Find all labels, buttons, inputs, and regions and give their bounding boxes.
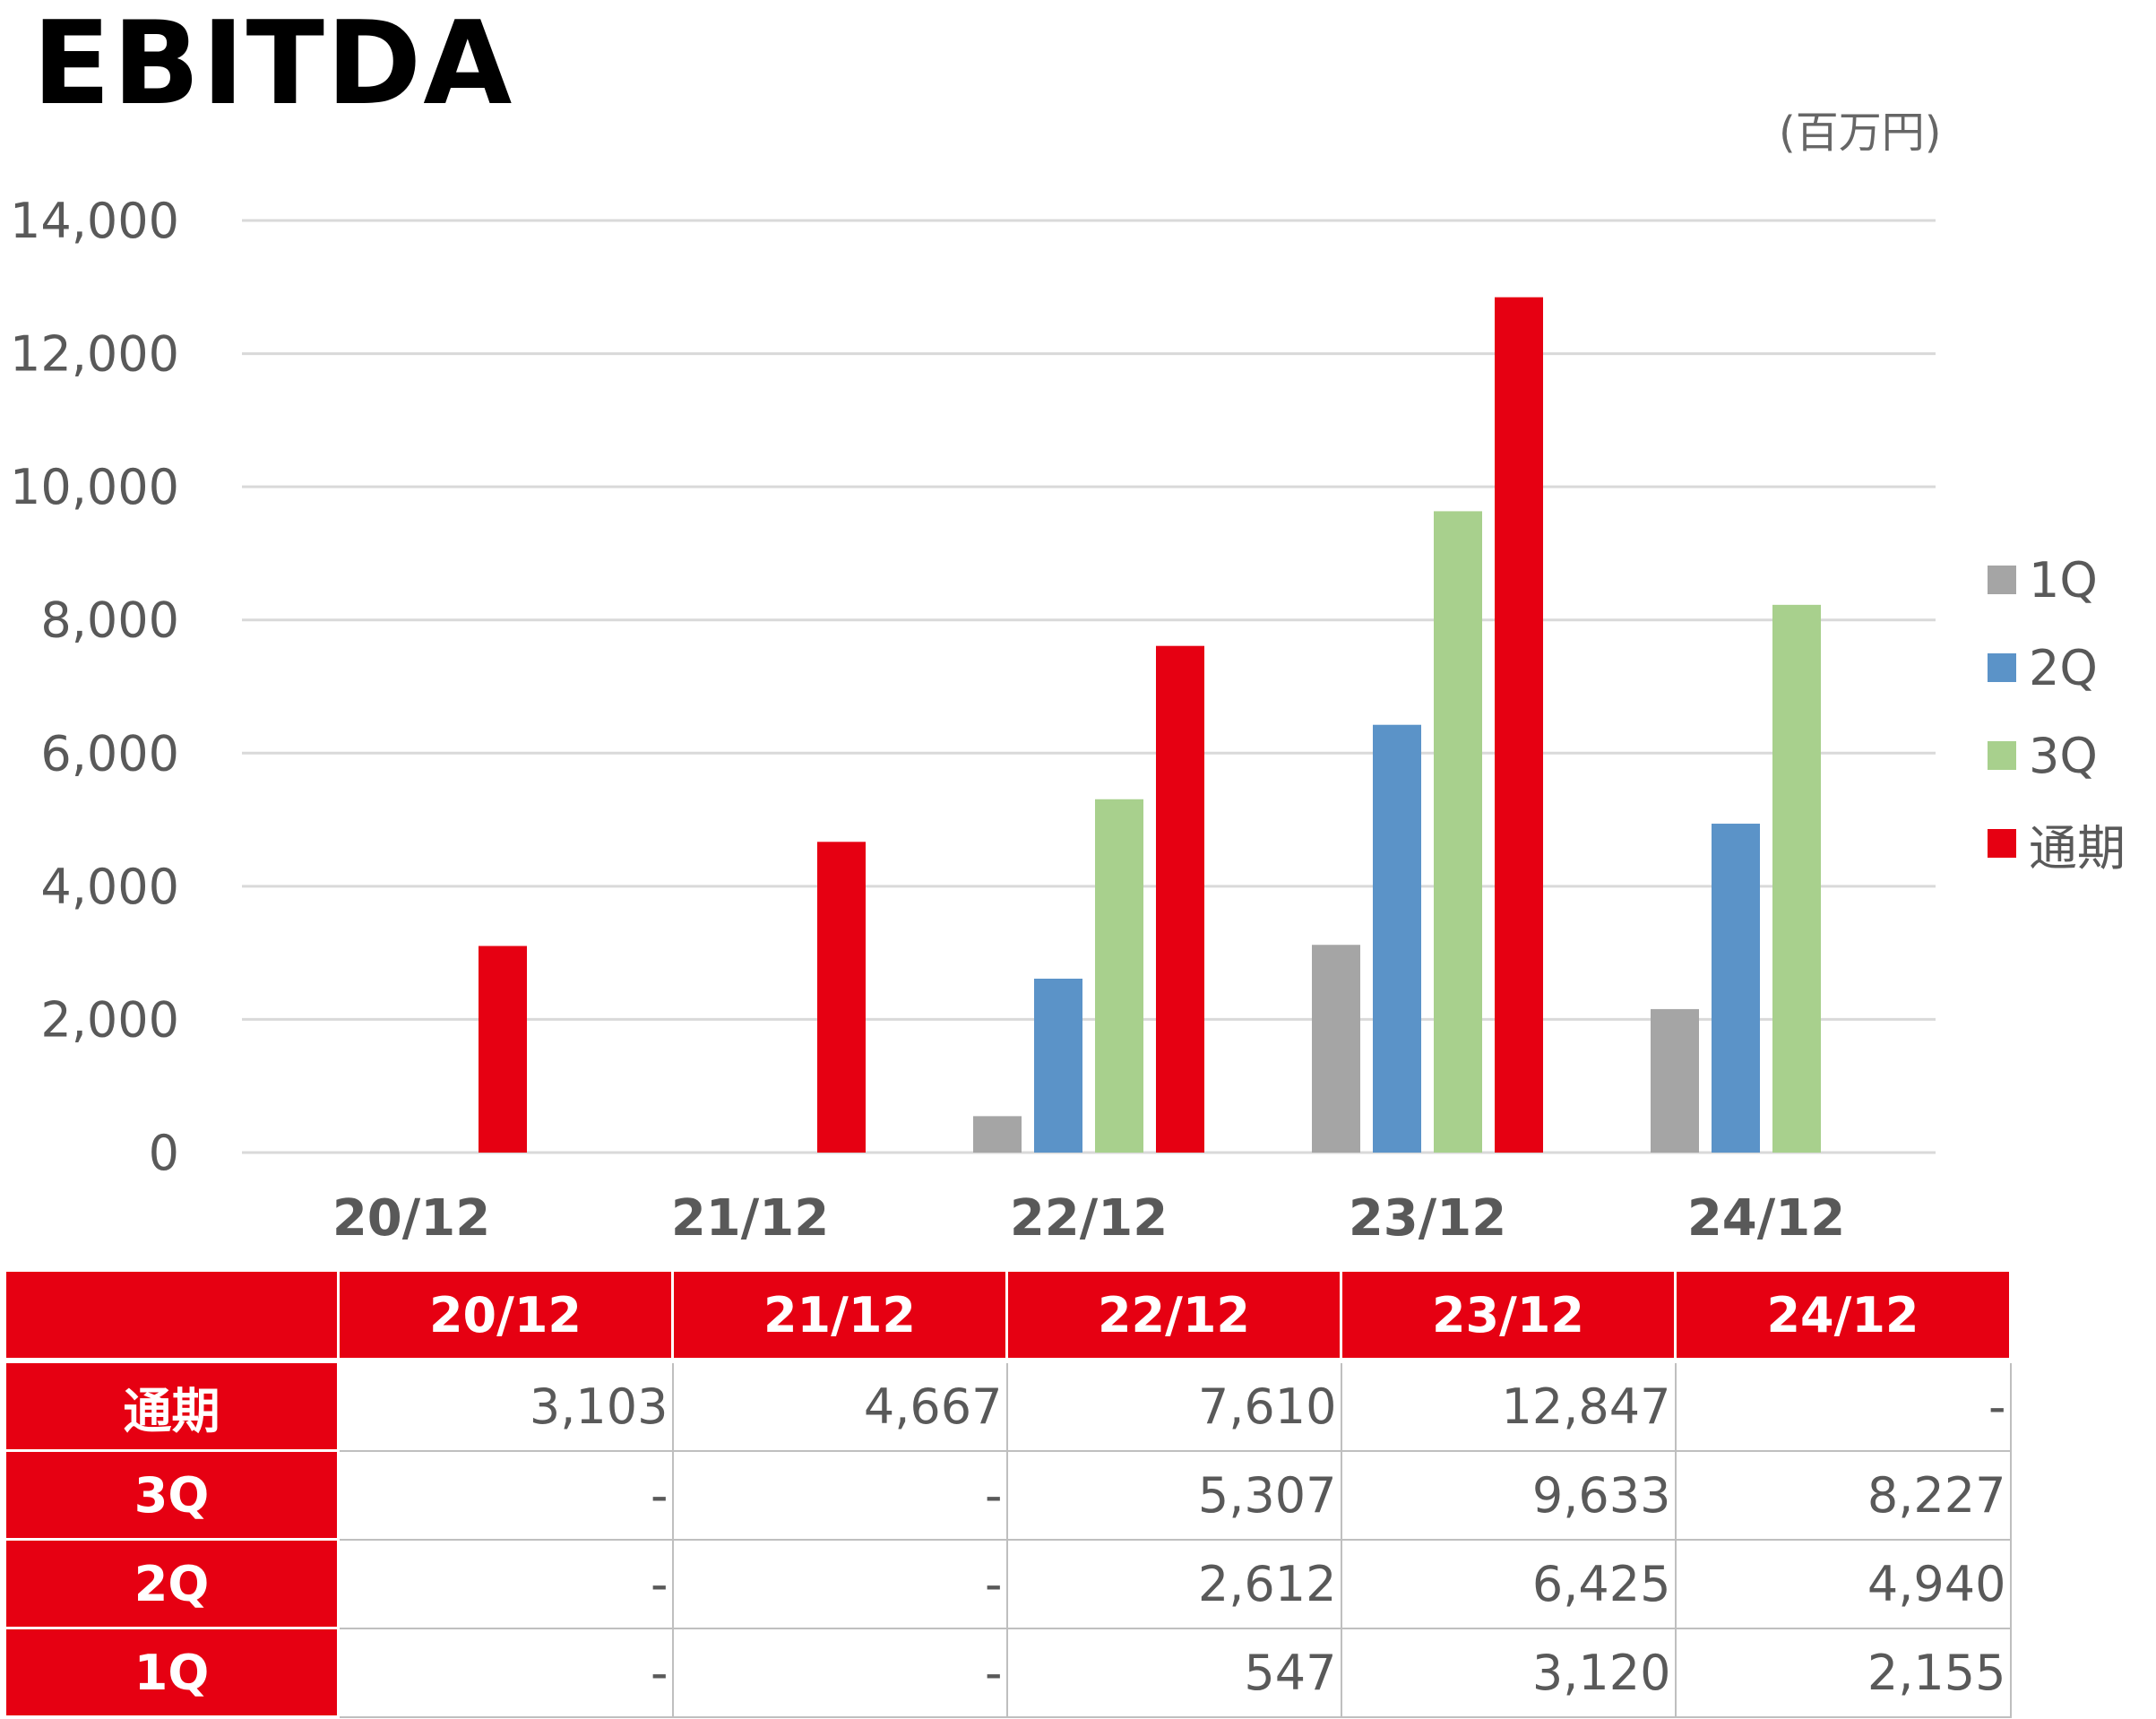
data-table: 20/12 21/12 22/12 23/12 24/12 通期 3,103 4… xyxy=(4,1269,2012,1718)
table-row-label: 1Q xyxy=(4,1627,340,1718)
table-cell: 5,307 xyxy=(1005,1449,1342,1541)
table-row: 3Q - - 5,307 9,633 8,227 xyxy=(4,1449,2012,1541)
x-tick-label: 21/12 xyxy=(671,1189,829,1248)
bar-1q xyxy=(1651,1008,1699,1153)
legend-label-2q: 2Q xyxy=(2029,639,2098,696)
table-cell: 4,940 xyxy=(1674,1538,2012,1629)
legend-item-full-year: 通期 xyxy=(1988,799,2126,887)
legend-swatch-1q xyxy=(1988,566,2016,594)
table-corner-cell xyxy=(4,1269,340,1363)
table-row-label: 通期 xyxy=(4,1359,340,1452)
table-cell: - xyxy=(337,1627,674,1718)
bar-1q xyxy=(1312,945,1360,1153)
table-row-label: 3Q xyxy=(4,1449,340,1541)
table-header-cell: 23/12 xyxy=(1340,1269,1677,1363)
table-row-label: 2Q xyxy=(4,1538,340,1629)
bar-full-year xyxy=(1495,297,1543,1153)
chart-title: EBITDA xyxy=(32,0,514,131)
table-cell: 3,103 xyxy=(337,1360,674,1452)
legend-label-1q: 1Q xyxy=(2029,551,2098,609)
legend-item-1q: 1Q xyxy=(1988,536,2126,624)
bar-3q xyxy=(1095,799,1143,1153)
bar-3q xyxy=(1772,604,1821,1153)
bar-full-year xyxy=(1156,645,1204,1153)
table-cell: - xyxy=(671,1538,1008,1629)
table-cell: - xyxy=(337,1449,674,1541)
y-tick-label: 10,000 xyxy=(10,459,179,515)
table-cell: 8,227 xyxy=(1674,1449,2012,1541)
table-header-cell: 20/12 xyxy=(337,1269,674,1363)
legend-label-full-year: 通期 xyxy=(2029,819,2126,877)
legend-swatch-2q xyxy=(1988,653,2016,682)
bar-2q xyxy=(1712,824,1760,1153)
y-tick-label: 14,000 xyxy=(10,193,179,249)
x-tick-label: 24/12 xyxy=(1687,1189,1845,1248)
y-tick-label: 4,000 xyxy=(40,859,179,915)
table-header-cell: 24/12 xyxy=(1674,1269,2012,1363)
table-cell: - xyxy=(1674,1360,2012,1452)
table-cell: 9,633 xyxy=(1340,1449,1677,1541)
table-row: 2Q - - 2,612 6,425 4,940 xyxy=(4,1538,2012,1629)
legend-swatch-full-year xyxy=(1988,829,2016,858)
table-cell: 2,155 xyxy=(1674,1627,2012,1718)
table-cell: 12,847 xyxy=(1340,1360,1677,1452)
table-row: 1Q - - 547 3,120 2,155 xyxy=(4,1627,2012,1718)
bar-2q xyxy=(1373,724,1421,1153)
bar-full-year xyxy=(817,842,866,1153)
legend-item-2q: 2Q xyxy=(1988,624,2126,712)
y-tick-label: 2,000 xyxy=(40,991,179,1048)
table-cell: - xyxy=(671,1449,1008,1541)
table-cell: 4,667 xyxy=(671,1360,1008,1452)
ebitda-bar-chart: 0 2,000 4,000 6,000 8,000 10,000 12,000 14,000 2… xyxy=(10,193,1936,1248)
bar-1q xyxy=(973,1116,1022,1153)
table-cell: 7,610 xyxy=(1005,1360,1342,1452)
table-cell: 6,425 xyxy=(1340,1538,1677,1629)
table-row: 通期 3,103 4,667 7,610 12,847 - xyxy=(4,1359,2012,1452)
bar-2q xyxy=(1034,978,1082,1153)
legend-label-3q: 3Q xyxy=(2029,727,2098,784)
bar-full-year xyxy=(479,946,527,1153)
table-cell: - xyxy=(337,1538,674,1629)
x-tick-label: 20/12 xyxy=(332,1189,490,1248)
unit-label: (百万円) xyxy=(1779,108,1942,158)
chart-legend: 1Q 2Q 3Q 通期 xyxy=(1988,536,2126,887)
y-tick-label: 12,000 xyxy=(10,326,179,383)
legend-swatch-3q xyxy=(1988,741,2016,770)
table-header-cell: 22/12 xyxy=(1005,1269,1342,1363)
table-cell: - xyxy=(671,1627,1008,1718)
table-cell: 3,120 xyxy=(1340,1627,1677,1718)
y-tick-label: 6,000 xyxy=(40,725,179,782)
legend-item-3q: 3Q xyxy=(1988,712,2126,799)
bar-3q xyxy=(1434,511,1482,1153)
x-tick-label: 22/12 xyxy=(1010,1189,1168,1248)
y-tick-label: 0 xyxy=(149,1125,179,1181)
table-header-cell: 21/12 xyxy=(671,1269,1008,1363)
table-cell: 2,612 xyxy=(1005,1538,1342,1629)
x-tick-label: 23/12 xyxy=(1349,1189,1506,1248)
y-tick-label: 8,000 xyxy=(40,592,179,649)
table-cell: 547 xyxy=(1005,1627,1342,1718)
table-header-row: 20/12 21/12 22/12 23/12 24/12 xyxy=(4,1269,2012,1363)
